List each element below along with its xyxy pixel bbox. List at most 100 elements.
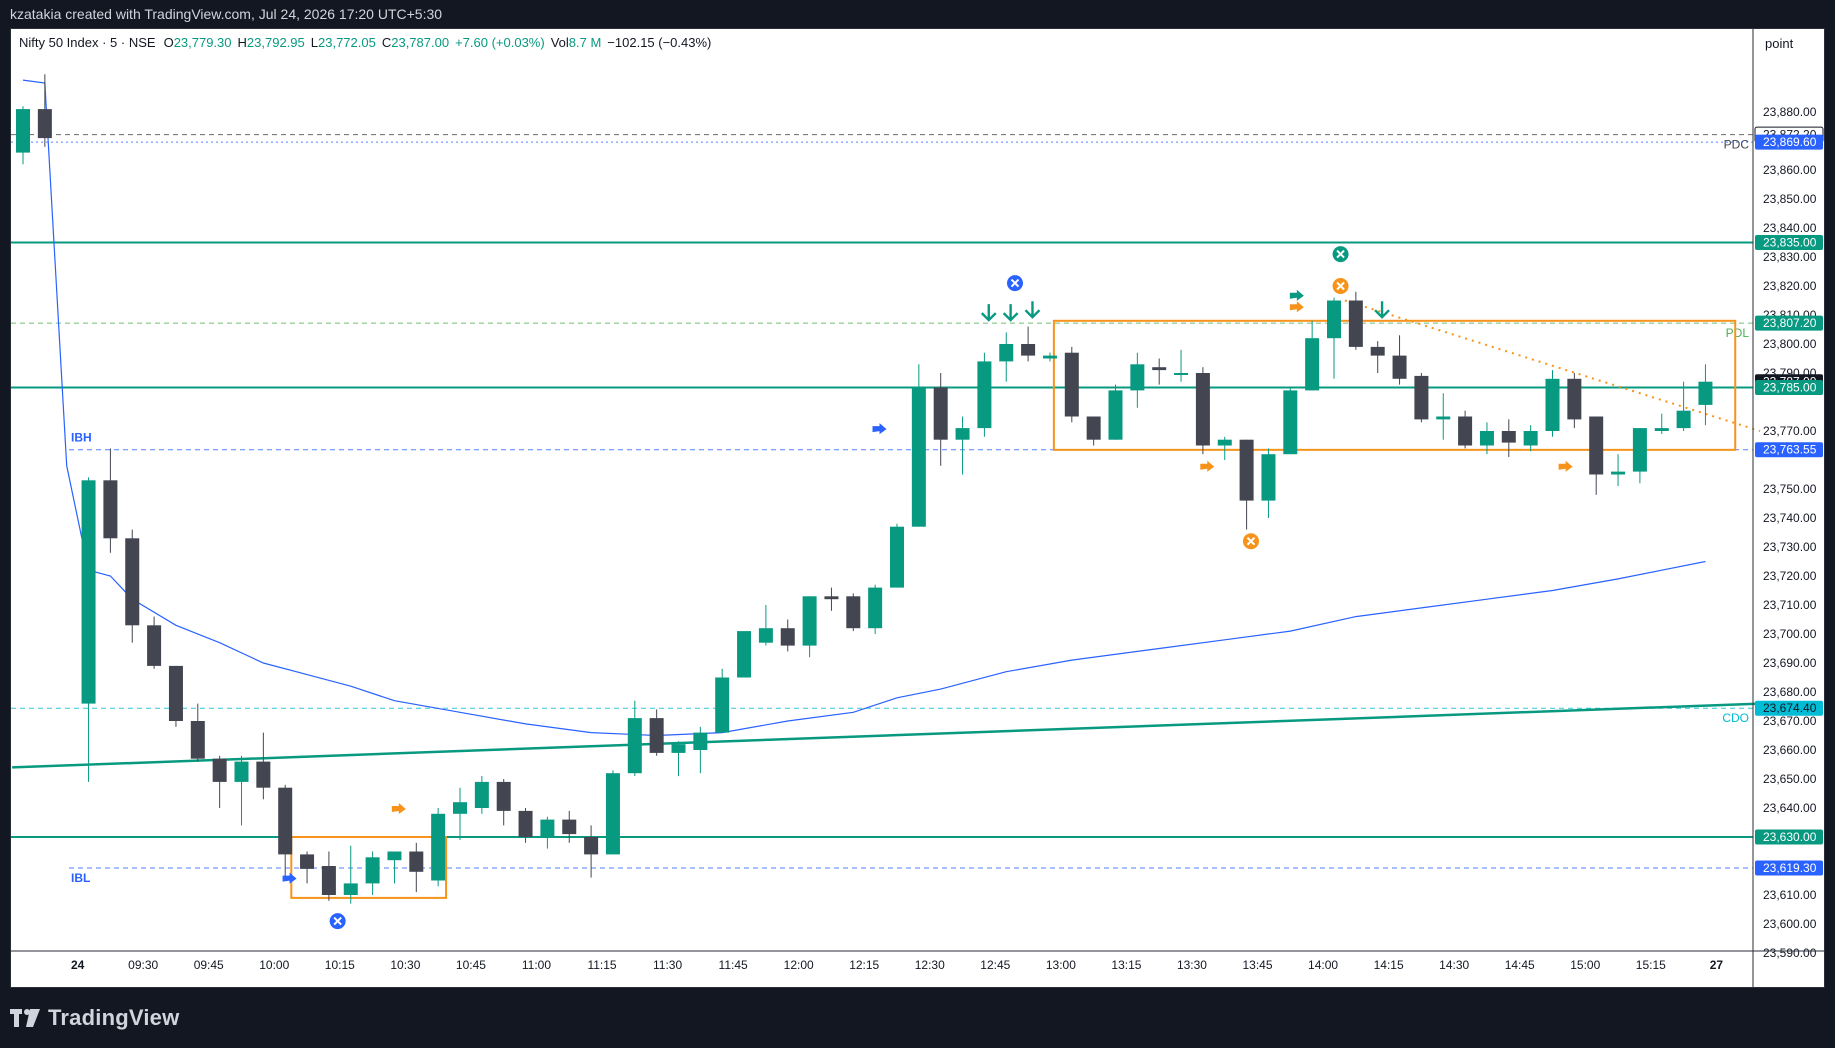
candle-body [1479,431,1494,446]
candle [911,364,926,527]
level-lines-layer: PDC PDL IBH CDO IBL [11,134,1761,885]
candlestick-chart[interactable]: PDC PDL IBH CDO IBL 23,590.00 23,600.00 23,610… [11,29,1824,987]
candle [890,523,904,588]
candle-body [1392,355,1407,379]
candle-body [1654,428,1669,431]
price-tag-label: 23,835.00 [1763,236,1817,250]
candle-body [649,718,664,753]
symbol-label[interactable]: Nifty 50 Index · 5 · NSE [19,35,156,50]
candle-body [1632,428,1647,472]
price-tag: 23,807.20 [1755,315,1823,331]
candle-body [1327,300,1341,339]
candle-body [1130,364,1145,391]
candle [1632,428,1647,484]
candle [300,851,315,884]
candle [1676,381,1691,431]
high-label: H [237,35,247,50]
candle-body [1086,416,1101,440]
candle-body [103,480,118,539]
candle-body [1523,431,1538,446]
candle [387,851,402,884]
candle-body [1567,378,1582,420]
candle [1108,384,1123,440]
price-tick-label: 23,690.00 [1763,656,1817,670]
candle [1545,370,1560,437]
candle-body [1611,471,1626,475]
candle-body [693,732,708,750]
price-tag-label: 23,807.20 [1763,316,1817,330]
price-tag-bg [1755,829,1823,845]
extra-indicator-value: −102.15 (−0.43%) [607,35,712,50]
time-tick-label: 14:15 [1374,958,1404,972]
candle-body [737,631,752,678]
time-tick-label: 24 [71,958,85,972]
candle [409,842,424,893]
time-tick-label: 10:30 [390,958,420,972]
price-tick-label: 23,650.00 [1763,772,1817,786]
price-tag: 23,619.30 [1755,860,1823,876]
time-tick-label: 13:00 [1046,958,1076,972]
close-signal-icon [1332,246,1349,263]
candle-body [387,851,402,861]
price-tick-label: 23,770.00 [1763,424,1817,438]
candle-body [540,819,555,837]
candle-body [1042,355,1057,359]
candle-body [1217,439,1232,446]
time-tick-label: 13:15 [1111,958,1141,972]
price-tick-label: 23,600.00 [1763,917,1817,931]
marker-cross [333,916,342,926]
candle-body [1152,367,1167,371]
candle-body [911,387,926,527]
time-tick-label: 12:30 [915,958,945,972]
marker-cross [1336,281,1345,291]
candle-body [234,761,249,782]
chart-caption: kzatakia created with TradingView.com, J… [10,6,443,22]
candle [125,529,140,643]
candle [321,851,336,901]
volume-label: Vol [550,35,569,50]
price-tag: 23,630.00 [1755,829,1823,845]
candle-body [16,109,30,153]
candle [1436,393,1451,440]
candle-body [1261,454,1276,501]
price-tick-label: 23,750.00 [1763,482,1817,496]
time-tick-label: 09:30 [128,958,158,972]
price-tag-label: 23,880.00 [1763,105,1817,119]
close-signal-icon [329,913,346,930]
axis-unit-label[interactable]: point [1765,36,1794,51]
time-tick-label: 12:00 [784,958,814,972]
candle-body [1348,300,1363,347]
candle [256,732,271,800]
low-value: 23,772.05 [318,35,376,50]
time-tick-label: 14:00 [1308,958,1338,972]
candle [1611,454,1626,487]
candle [1348,291,1363,350]
dotted-trend-line [1344,299,1761,432]
candle [715,668,730,733]
candle-body [1436,416,1451,420]
candle-body [671,744,686,753]
candle [1086,416,1101,446]
price-tag: 23,835.00 [1755,235,1823,250]
price-tick-label: 23,680.00 [1763,685,1817,699]
time-tick-label: 09:45 [194,958,224,972]
candle [1174,349,1189,382]
candle-body [1195,373,1210,446]
level-label-pdc: PDC [1724,138,1750,152]
time-tick-label: 15:00 [1570,958,1600,972]
candle-body [125,538,140,626]
high-value: 23,792.95 [246,35,305,50]
candle [1523,425,1538,452]
candle-body [715,677,730,733]
tradingview-logo[interactable]: TradingView [10,1005,179,1031]
candle-body [1305,338,1320,391]
candle [1327,297,1341,379]
price-tick-label: 23,720.00 [1763,569,1817,583]
close-value: 23,787.00 [391,35,450,50]
price-tick-label: 23,590.00 [1763,946,1817,960]
price-tick-label: 23,730.00 [1763,540,1817,554]
candle [758,605,773,646]
candle-body [780,628,795,646]
price-tag-bg [1755,104,1823,120]
candle-body [496,781,511,811]
